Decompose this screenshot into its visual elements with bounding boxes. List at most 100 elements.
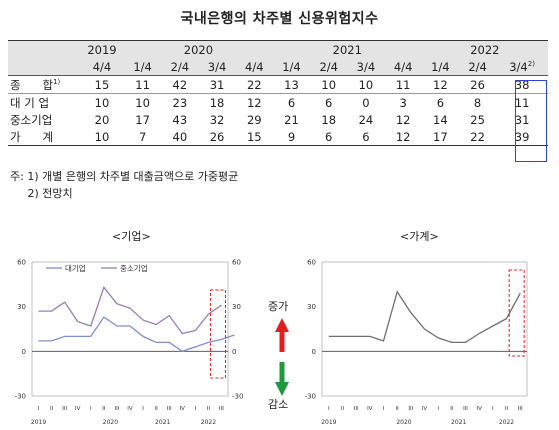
- credit-risk-table: 2019 2020 2021 2022 4/4 1/4 2/4 3/4 4/4 …: [8, 40, 548, 146]
- quarter-header: 2/4: [458, 58, 497, 76]
- chart-title-household: <가계>: [400, 230, 439, 243]
- quarter-header: 2/4: [310, 58, 348, 76]
- table-cell: 13: [272, 75, 311, 94]
- table-cell: 12: [246, 95, 262, 110]
- y2-tick-label: -30: [232, 393, 243, 401]
- x-year-label: 2019: [321, 419, 336, 426]
- y-tick-label: 0: [312, 348, 316, 356]
- note-line: 2) 전망치: [10, 187, 73, 200]
- table-cell: 10: [347, 75, 385, 94]
- table-cell: 10: [94, 95, 110, 110]
- legend-label: 중소기업: [120, 264, 148, 273]
- increase-label: 증가: [268, 300, 289, 313]
- year-header-row: 2019 2020 2021 2022: [8, 40, 548, 58]
- x-tick-label: II: [341, 406, 345, 412]
- year-header: 2021: [272, 40, 422, 58]
- quarter-header: 4/4: [235, 58, 273, 76]
- year-header: 2020: [124, 40, 273, 58]
- table-cell: 29: [246, 112, 262, 127]
- table-cell: 9: [272, 128, 311, 146]
- x-tick-label: III: [354, 406, 359, 412]
- table-cell: 8: [473, 95, 482, 110]
- y2-tick-label: 30: [232, 303, 241, 311]
- forecast-highlight-box: [515, 80, 547, 162]
- table-cell: 3: [399, 95, 407, 110]
- x-tick-label: III: [408, 406, 413, 412]
- x-tick-label: II: [102, 406, 106, 412]
- table-cell: 40: [161, 128, 199, 146]
- row-label: 대 기 업: [10, 95, 50, 110]
- legend-label: 대기업: [65, 264, 86, 273]
- series-line-1: [328, 290, 521, 344]
- x-tick-label: I: [142, 406, 144, 412]
- table-cell: 14: [433, 112, 448, 127]
- table-cell: 18: [209, 95, 225, 110]
- year-header: 2019: [80, 40, 124, 58]
- row-label: 종 합1): [8, 75, 80, 94]
- table-cell: 6: [436, 95, 445, 110]
- table-cell: 6: [325, 95, 333, 110]
- y-tick-label: -30: [305, 393, 316, 401]
- table-cell: 24: [358, 112, 374, 127]
- quarter-footnote-mark: 2): [527, 59, 535, 68]
- x-tick-label: IV: [476, 406, 482, 412]
- x-tick-label: III: [167, 406, 172, 412]
- x-tick-label: IV: [367, 406, 373, 412]
- table-row: 중소기업 20 17 43 32 29 21 18 24 12 14 25 31: [8, 111, 548, 128]
- table-cell: 17: [421, 128, 459, 146]
- x-year-label: 2020: [396, 419, 411, 426]
- increase-arrow-icon: [275, 318, 289, 332]
- x-tick-label: II: [396, 406, 400, 412]
- table-row: 가 계 10 7 40 26 15 9 6 6 12 17 22 39: [8, 128, 548, 146]
- table-cell: 0: [362, 95, 370, 110]
- quarter-header: 3/4: [347, 58, 385, 76]
- x-tick-label: I: [437, 406, 439, 412]
- x-year-label: 2022: [499, 419, 514, 426]
- table-cell: 23: [172, 95, 188, 110]
- table-cell: 21: [284, 112, 299, 127]
- x-tick-label: I: [38, 406, 40, 412]
- table-notes: 주: 1) 개별 은행의 차주별 대출금액으로 가중평균 2) 전망치: [10, 168, 238, 202]
- x-year-label: 2019: [31, 419, 46, 426]
- table-cell: 26: [198, 128, 236, 146]
- x-tick-label: II: [505, 406, 509, 412]
- y-tick-label: 0: [22, 348, 26, 356]
- x-tick-label: II: [450, 406, 454, 412]
- quarter-header-row: 4/4 1/4 2/4 3/4 4/4 1/4 2/4 3/4 4/4 1/4 …: [8, 58, 548, 76]
- quarter-header: 4/4: [384, 58, 422, 76]
- y-tick-label: -30: [15, 393, 26, 401]
- y-tick-label: 60: [17, 259, 26, 267]
- table-cell: 22: [458, 128, 497, 146]
- table-cell: 10: [80, 128, 124, 146]
- x-tick-label: I: [328, 406, 330, 412]
- decrease-label: 감소: [268, 398, 289, 411]
- x-tick-label: IV: [75, 406, 81, 412]
- table-cell: 15: [80, 75, 124, 94]
- quarter-header: 3/4: [198, 58, 236, 76]
- table-cell: 12: [384, 128, 422, 146]
- x-tick-label: II: [155, 406, 159, 412]
- year-header: 2022: [421, 40, 548, 58]
- table-cell: 42: [161, 75, 199, 94]
- row-label: 가 계: [8, 128, 80, 146]
- table-cell: 18: [321, 112, 337, 127]
- y-tick-label: 30: [17, 303, 26, 311]
- table-cell: 7: [124, 128, 162, 146]
- x-tick-label: III: [114, 406, 119, 412]
- x-tick-label: IV: [180, 406, 186, 412]
- table-row: 종 합1) 15 11 42 31 22 13 10 10 11 12 26 38: [8, 75, 548, 94]
- table-cell: 10: [310, 75, 348, 94]
- table-cell: 20: [94, 112, 110, 127]
- row-footnote-mark: 1): [53, 77, 61, 86]
- table-cell: 12: [421, 75, 459, 94]
- y-tick-label: 60: [307, 259, 316, 267]
- table-cell: 11: [514, 95, 530, 110]
- row-label: 중소기업: [10, 112, 53, 127]
- table-cell: 31: [514, 112, 530, 127]
- x-tick-label: III: [518, 406, 523, 412]
- forecast-highlight-box: [508, 269, 525, 357]
- table-cell: 17: [135, 112, 150, 127]
- quarter-header: 1/4: [124, 58, 162, 76]
- table-cell: 31: [198, 75, 236, 94]
